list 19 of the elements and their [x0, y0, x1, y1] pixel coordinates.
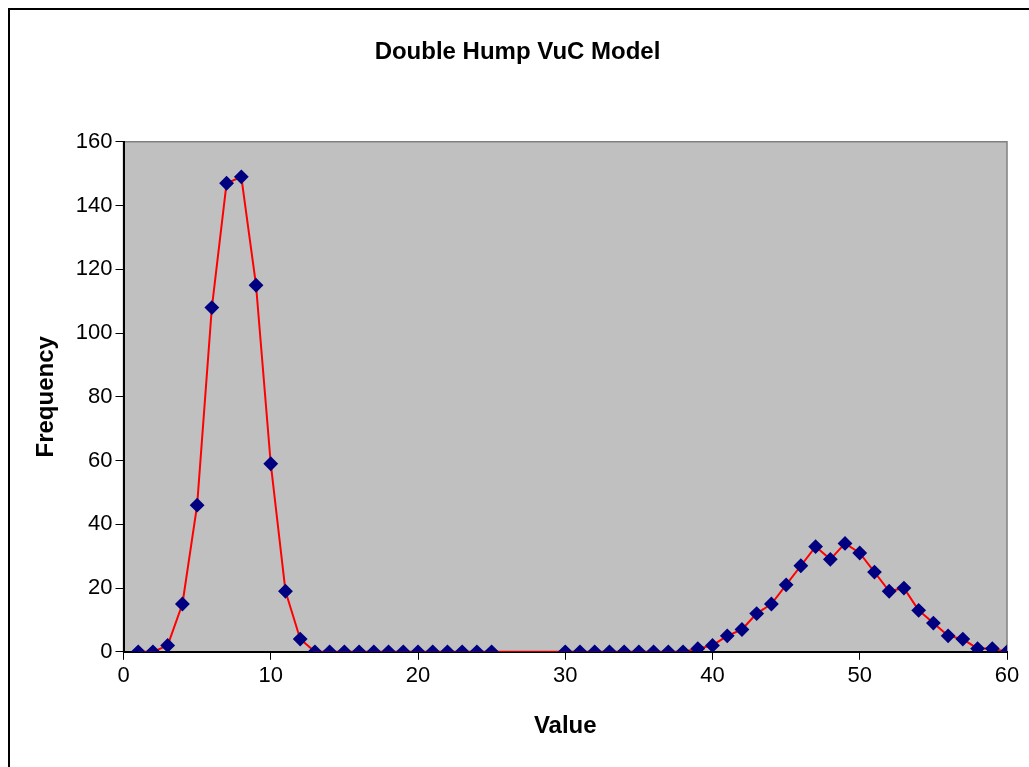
x-tick-label: 60 [994, 662, 1020, 688]
x-tick-label: 40 [700, 662, 725, 688]
y-tick-label: 120 [75, 255, 113, 281]
y-tick-label: 20 [88, 574, 113, 600]
y-tick-label: 140 [75, 191, 113, 217]
y-tick-label: 40 [88, 510, 113, 536]
x-tick-label: 10 [258, 662, 283, 688]
y-tick-label: 100 [75, 319, 113, 345]
x-axis-title: Value [533, 711, 597, 739]
y-tick-label: 60 [88, 446, 113, 472]
chart-title: Double Hump VuC Model [374, 37, 661, 65]
x-tick-label: 30 [553, 662, 578, 688]
y-axis-title: Frequency [31, 335, 59, 458]
y-tick-label: 160 [75, 127, 113, 153]
y-tick-label: 80 [88, 382, 113, 408]
x-tick-label: 50 [847, 662, 872, 688]
x-tick-label: 20 [405, 662, 431, 688]
x-tick-label: 0 [117, 662, 130, 688]
y-tick-label: 0 [100, 637, 113, 663]
